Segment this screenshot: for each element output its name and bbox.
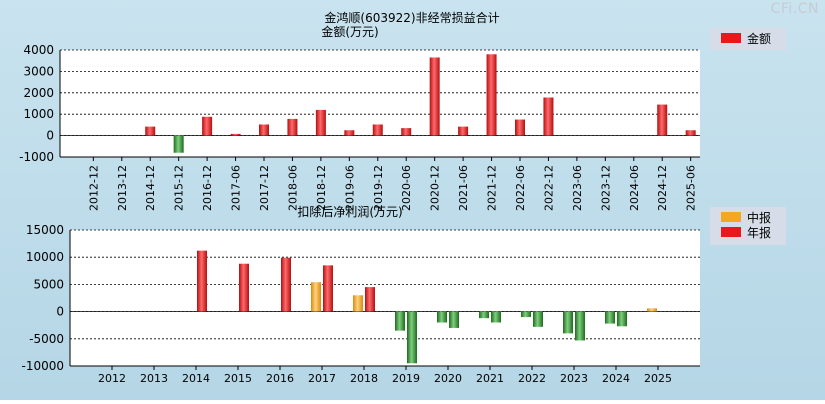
- bar-2019-12: [372, 124, 383, 136]
- legend-swatch-interim: [721, 212, 741, 222]
- plot-area-1: [60, 50, 700, 157]
- x-tick-label: 2017-06: [230, 165, 243, 211]
- bar-2021-06: [458, 126, 469, 136]
- y-axis-label: 金额(万元): [321, 24, 378, 39]
- bar-2018-12: [315, 109, 326, 136]
- x-tick-label: 2016-12: [201, 165, 214, 211]
- bar-2016-12: [202, 116, 213, 136]
- bar-annual-2018: [365, 287, 375, 312]
- bar-annual-2024: [617, 311, 627, 327]
- bar-interim-2025: [647, 308, 657, 312]
- x-tick-label: 2024-12: [656, 165, 669, 211]
- bar-2022-06: [515, 119, 525, 136]
- bar-2019-06: [344, 130, 355, 136]
- x-tick-label: 2025: [644, 372, 672, 385]
- x-tick-label: 2024-06: [628, 165, 641, 211]
- y-tick-label: 3000: [23, 64, 54, 78]
- x-tick-label: 2019-12: [372, 165, 385, 211]
- bar-interim-2019: [395, 311, 405, 331]
- x-tick-label: 2013-12: [116, 165, 129, 211]
- legend-swatch-annual: [721, 227, 741, 237]
- x-tick-label: 2023: [560, 372, 588, 385]
- bar-interim-2023: [563, 311, 573, 334]
- bar-annual-2022: [533, 311, 543, 327]
- y-tick-label: 5000: [33, 277, 64, 291]
- y-tick-label: -1000: [19, 150, 54, 164]
- bar-2017-12: [259, 124, 269, 136]
- x-tick-label: 2022-12: [542, 165, 555, 211]
- legend-label-annual: 年报: [747, 225, 771, 240]
- bar-annual-2020: [449, 311, 459, 328]
- bar-2024-12: [657, 104, 668, 136]
- y-tick-label: -5000: [29, 332, 64, 346]
- bar-annual-2016: [281, 257, 291, 312]
- chart-title: 扣除后净利润(万元): [297, 204, 402, 219]
- bar-2022-12: [543, 97, 554, 136]
- bar-interim-2018: [353, 295, 363, 312]
- bar-interim-2021: [479, 311, 489, 319]
- bar-annual-2019: [407, 311, 417, 364]
- bar-2020-06: [401, 128, 412, 136]
- x-tick-label: 2012-12: [87, 165, 100, 211]
- x-tick-label: 2020-12: [429, 165, 442, 211]
- bar-interim-2017: [311, 282, 321, 312]
- bar-2015-12: [173, 135, 184, 153]
- bar-interim-2020: [437, 311, 447, 323]
- bar-2021-12: [486, 54, 497, 136]
- x-tick-label: 2015-12: [173, 165, 186, 211]
- y-tick-label: 15000: [26, 223, 64, 237]
- x-tick-label: 2012: [98, 372, 126, 385]
- bar-annual-2021: [491, 311, 501, 323]
- x-tick-label: 2014-12: [144, 165, 157, 211]
- bar-annual-2015: [239, 263, 249, 312]
- y-tick-label: 0: [56, 305, 64, 319]
- x-tick-label: 2015: [224, 372, 252, 385]
- x-tick-label: 2019: [392, 372, 420, 385]
- y-tick-label: 1000: [23, 107, 54, 121]
- bar-annual-2014: [197, 250, 207, 312]
- x-tick-label: 2020: [434, 372, 462, 385]
- bar-2017-06: [230, 133, 241, 136]
- x-tick-label: 2022-06: [514, 165, 527, 211]
- legend-label-amount: 金额: [747, 31, 771, 46]
- legend-label-interim: 中报: [747, 210, 771, 225]
- x-tick-label: 2021-06: [457, 165, 470, 211]
- x-tick-label: 2018-12: [315, 165, 328, 211]
- x-tick-label: 2021: [476, 372, 504, 385]
- chart-title: 金鸿顺(603922)非经常损益合计: [324, 10, 499, 25]
- bar-2025-06: [685, 130, 696, 136]
- x-tick-label: 2018-06: [286, 165, 299, 211]
- y-tick-label: 10000: [26, 250, 64, 264]
- x-tick-label: 2013: [140, 372, 168, 385]
- legend-swatch-amount: [721, 33, 741, 43]
- x-tick-label: 2023-06: [571, 165, 584, 211]
- x-tick-label: 2017-12: [258, 165, 271, 211]
- bar-annual-2023: [575, 311, 585, 341]
- y-tick-label: 0: [46, 129, 54, 143]
- bar-interim-2024: [605, 311, 615, 324]
- y-tick-label: -10000: [21, 359, 64, 373]
- x-tick-label: 2025-06: [685, 165, 698, 211]
- x-tick-label: 2018: [350, 372, 378, 385]
- bar-2018-06: [287, 118, 298, 136]
- bar-2014-12: [145, 126, 156, 136]
- plot-area-2: [70, 230, 700, 366]
- x-tick-label: 2021-12: [486, 165, 499, 211]
- y-tick-label: 4000: [23, 43, 54, 57]
- x-tick-label: 2014: [182, 372, 210, 385]
- bar-annual-2017: [323, 265, 333, 312]
- x-tick-label: 2016: [266, 372, 294, 385]
- bar-interim-2022: [521, 311, 531, 318]
- y-tick-label: 2000: [23, 86, 54, 100]
- x-tick-label: 2020-06: [400, 165, 413, 211]
- x-tick-label: 2017: [308, 372, 336, 385]
- watermark: CFi.CN: [770, 1, 819, 17]
- x-tick-label: 2023-12: [599, 165, 612, 211]
- x-tick-label: 2024: [602, 372, 630, 385]
- x-tick-label: 2019-06: [343, 165, 356, 211]
- x-tick-label: 2022: [518, 372, 546, 385]
- bar-2020-12: [429, 57, 440, 136]
